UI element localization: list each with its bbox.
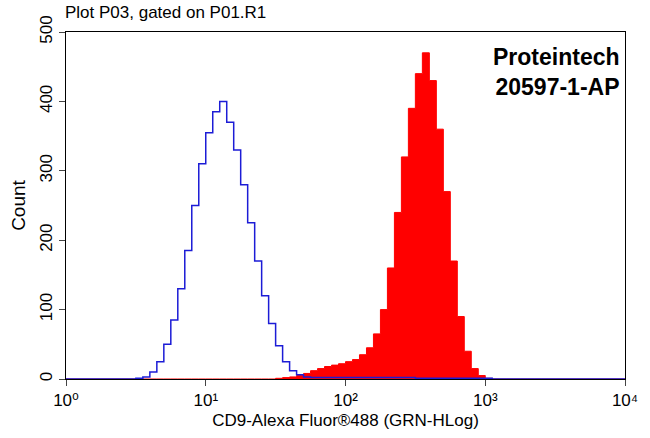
- svg-text:CD9-Alexa Fluor®488 (GRN-HLog): CD9-Alexa Fluor®488 (GRN-HLog): [212, 411, 479, 430]
- svg-text:Count: Count: [8, 179, 29, 230]
- svg-text:200: 200: [37, 223, 56, 251]
- svg-text:500: 500: [37, 15, 56, 43]
- svg-text:100: 100: [37, 293, 56, 321]
- svg-text:10¹: 10¹: [193, 391, 218, 410]
- svg-text:0: 0: [37, 372, 56, 381]
- svg-text:10²: 10²: [333, 391, 358, 410]
- svg-text:10⁴: 10⁴: [612, 391, 638, 410]
- svg-text:300: 300: [37, 154, 56, 182]
- svg-text:400: 400: [37, 85, 56, 113]
- svg-text:10³: 10³: [473, 391, 498, 410]
- svg-text:Proteintech20597-1-AP: Proteintech20597-1-AP: [493, 44, 620, 100]
- svg-text:Plot P03, gated on P01.R1: Plot P03, gated on P01.R1: [65, 3, 266, 22]
- svg-text:10⁰: 10⁰: [53, 391, 79, 410]
